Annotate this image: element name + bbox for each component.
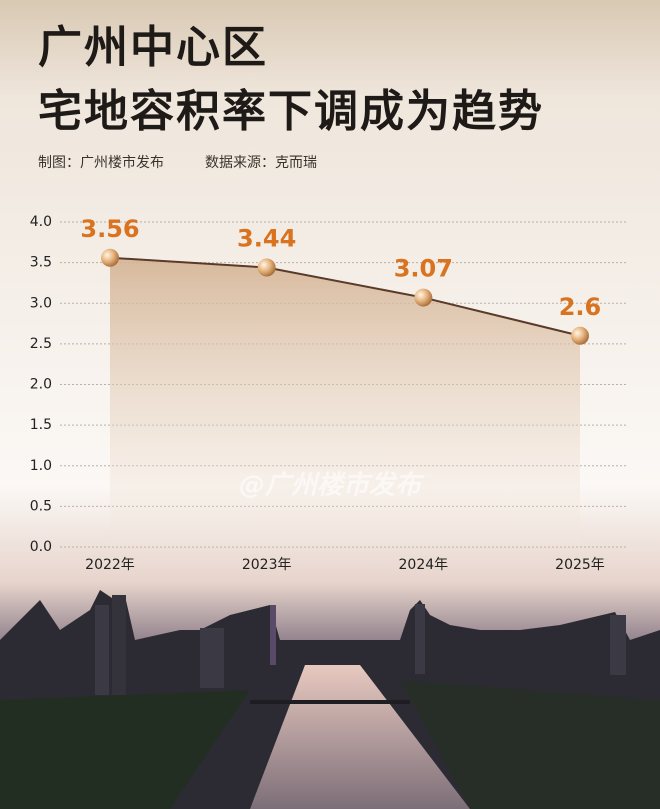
point (414, 288, 433, 307)
y-tick-label: 1.0 (30, 458, 52, 474)
value-label: 3.56 (80, 215, 139, 243)
y-tick-label: 4.0 (30, 214, 52, 230)
y-tick-label: 2.5 (30, 336, 52, 352)
y-tick-label: 3.5 (30, 255, 52, 271)
source: 数据来源：克而瑞 (205, 155, 317, 171)
y-tick-label: 1.5 (30, 417, 52, 433)
value-label: 3.07 (394, 255, 453, 283)
point (101, 248, 119, 267)
point (571, 326, 589, 345)
value-label: 3.44 (237, 225, 296, 253)
y-tick-label: 0.0 (30, 539, 52, 555)
area (110, 257, 580, 547)
title-line: 宅地容积率下调成为趋势 (38, 86, 544, 137)
point (257, 258, 276, 277)
x-tick-label: 2024年 (399, 557, 449, 573)
title-line: 广州中心区 (38, 22, 268, 73)
x-tick-label: 2022年 (85, 557, 135, 573)
y-tick-label: 3.0 (30, 295, 52, 311)
value-label: 2.6 (559, 293, 602, 321)
line (109, 256, 581, 337)
credit: 制图：广州楼市发布 (38, 154, 164, 171)
cityscape (0, 590, 660, 809)
x-tick-label: 2023年 (242, 557, 292, 573)
watermark: @广州楼市发布 (239, 471, 425, 501)
y-tick-label: 2.0 (30, 377, 52, 393)
x-tick-label: 2025年 (555, 557, 605, 573)
y-tick-label: 0.5 (30, 498, 52, 514)
